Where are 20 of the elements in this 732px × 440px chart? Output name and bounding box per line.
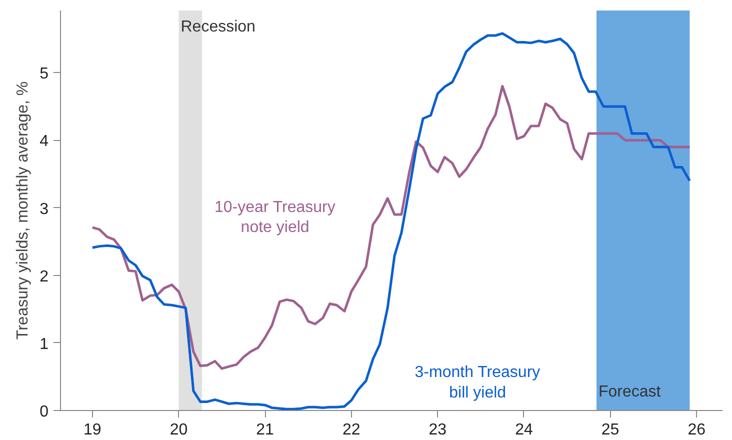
x-tick-label: 24 <box>515 422 533 438</box>
y-tick-label: 1 <box>40 336 49 353</box>
y-tick-label: 2 <box>40 268 49 286</box>
line-series <box>91 32 691 410</box>
band-label: Forecast <box>598 384 662 400</box>
y-tick-label: 4 <box>40 133 49 150</box>
x-tick-label: 22 <box>342 422 360 438</box>
x-tick-label: 19 <box>84 422 102 438</box>
y-tick-label: 3 <box>40 200 49 218</box>
x-tick-label: 21 <box>256 422 274 438</box>
text: 10-year Treasury note yield <box>214 198 336 236</box>
y-tick-label: 0 <box>40 404 49 420</box>
x-tick-label: 23 <box>428 422 447 438</box>
x-tick-label: 25 <box>601 422 620 438</box>
band-label: Recession <box>180 18 256 36</box>
x-tick-label: 20 <box>170 422 188 438</box>
x-tick-label: 26 <box>688 422 706 438</box>
y-tick-label: 5 <box>40 66 49 83</box>
text: 3-month Treasury bill yield <box>414 364 540 402</box>
y-axis-title: Treasury yields, monthly average, % <box>14 81 32 340</box>
